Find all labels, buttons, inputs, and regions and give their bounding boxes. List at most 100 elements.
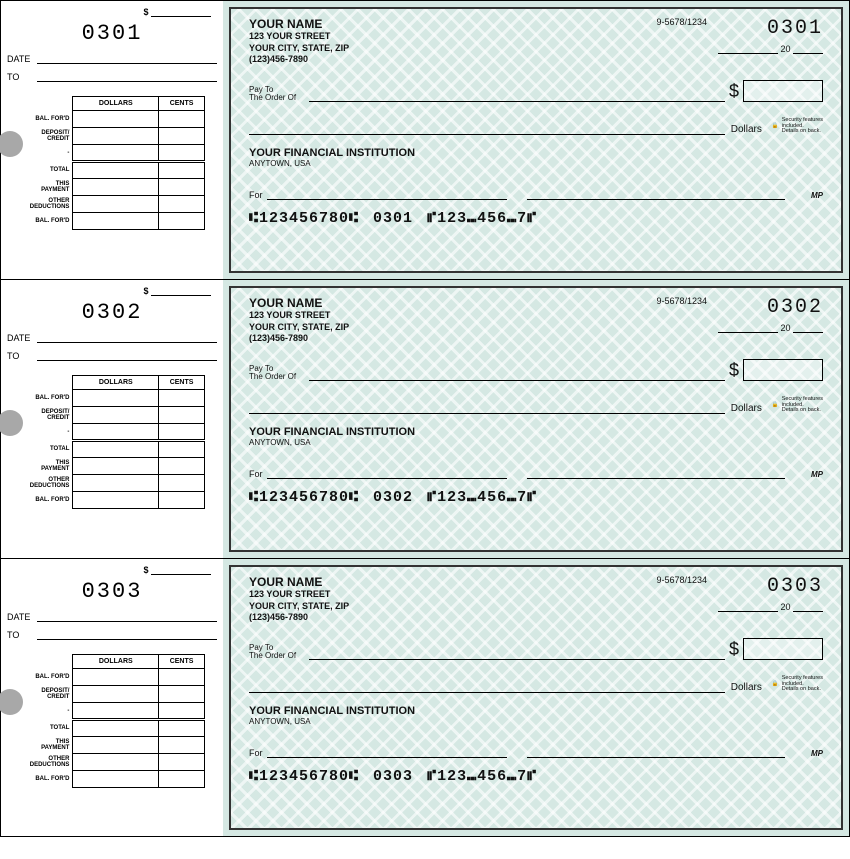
micr-line: ⑆123456780⑆ 0302 ⑈123⑉456⑉7⑈ — [249, 489, 823, 506]
account-holder-street: 123 YOUR STREET — [249, 589, 349, 601]
lock-icon: 🔒 — [772, 681, 779, 687]
bank-block: YOUR FINANCIAL INSTITUTION ANYTOWN, USA — [249, 426, 823, 447]
stub-cents-cell — [159, 407, 205, 424]
stub-dollars-cell — [73, 703, 159, 720]
security-text: Security features included. Details on b… — [782, 118, 823, 135]
mp-mark: MP — [811, 470, 823, 479]
stub-dollars-cell — [73, 111, 159, 128]
account-holder-phone: (123)456-7890 — [249, 333, 349, 345]
stub-row-label: TOTAL — [17, 441, 73, 458]
stub-cents-cell — [159, 145, 205, 162]
check-row: $ 0302 DATE TO DOLLARS CENTS BAL. FOR'D — [0, 279, 850, 558]
stub-header-dollars: DOLLARS — [73, 655, 159, 669]
stub-cents-cell — [159, 424, 205, 441]
dollar-sign: $ — [143, 286, 148, 296]
account-holder-street: 123 YOUR STREET — [249, 31, 349, 43]
stub-cents-cell — [159, 720, 205, 737]
check-body: YOUR NAME 123 YOUR STREET YOUR CITY, STA… — [223, 280, 849, 558]
stub-dollars-cell — [73, 213, 159, 230]
year-prefix: 20 — [780, 602, 790, 612]
stub-header-cents: CENTS — [159, 655, 205, 669]
stub-ledger: DOLLARS CENTS BAL. FOR'D DEPOSIT/ CREDIT… — [17, 654, 217, 788]
security-notice: 🔒 Security features included. Details on… — [772, 397, 823, 414]
stub-cents-cell — [159, 754, 205, 771]
pay-to-label: Pay To The Order Of — [249, 644, 309, 660]
stub-cents-cell — [159, 686, 205, 703]
stub-dollars-cell — [73, 771, 159, 788]
stub-dollars-cell — [73, 458, 159, 475]
stub-row-label: DEPOSIT/ CREDIT — [17, 686, 73, 703]
stub-cents-cell — [159, 703, 205, 720]
stub-cents-cell — [159, 492, 205, 509]
routing-fraction: 9-5678/1234 — [656, 575, 707, 585]
routing-fraction: 9-5678/1234 — [656, 17, 707, 27]
stub-dollars-cell — [73, 424, 159, 441]
stub-date-label: DATE — [7, 612, 37, 622]
amount-words-row: Dollars 🔒 Security features included. De… — [249, 397, 823, 414]
stub-to-field: TO — [7, 630, 217, 640]
stub-dollars-cell — [73, 754, 159, 771]
bank-location: ANYTOWN, USA — [249, 159, 823, 168]
dollar-sign: $ — [729, 360, 739, 381]
account-holder-name: YOUR NAME — [249, 17, 349, 31]
memo-label: For — [249, 190, 263, 200]
amount-box — [743, 80, 823, 102]
stub-date-label: DATE — [7, 333, 37, 343]
stub-date-field: DATE — [7, 612, 217, 622]
micr-line: ⑆123456780⑆ 0303 ⑈123⑉456⑉7⑈ — [249, 768, 823, 785]
stub-check-number: 0302 — [7, 300, 217, 325]
stub-row-label: - — [17, 703, 73, 720]
stub-row-label: THIS PAYMENT — [17, 179, 73, 196]
stub-row-label: BAL. FOR'D — [17, 111, 73, 128]
year-prefix: 20 — [780, 323, 790, 333]
check-stub: $ 0301 DATE TO DOLLARS CENTS BAL. FOR'D — [1, 1, 223, 279]
stub-row-label: DEPOSIT/ CREDIT — [17, 128, 73, 145]
stub-cents-cell — [159, 669, 205, 686]
dollars-label: Dollars — [731, 682, 762, 693]
stub-dollars-cell — [73, 407, 159, 424]
check-body: YOUR NAME 123 YOUR STREET YOUR CITY, STA… — [223, 1, 849, 279]
bank-location: ANYTOWN, USA — [249, 717, 823, 726]
check-number: 0301 — [767, 17, 823, 40]
dollar-sign: $ — [729, 81, 739, 102]
signature-line — [527, 467, 785, 479]
security-notice: 🔒 Security features included. Details on… — [772, 676, 823, 693]
account-holder-name: YOUR NAME — [249, 296, 349, 310]
stub-cents-cell — [159, 179, 205, 196]
stub-dollar-line: $ — [7, 286, 211, 296]
lock-icon: 🔒 — [772, 402, 779, 408]
stub-row-label: BAL. FOR'D — [17, 771, 73, 788]
dollars-label: Dollars — [731, 124, 762, 135]
memo-label: For — [249, 748, 263, 758]
amount-words-row: Dollars 🔒 Security features included. De… — [249, 118, 823, 135]
account-holder-block: YOUR NAME 123 YOUR STREET YOUR CITY, STA… — [249, 296, 349, 345]
stub-dollars-cell — [73, 720, 159, 737]
stub-ledger: DOLLARS CENTS BAL. FOR'D DEPOSIT/ CREDIT… — [17, 96, 217, 230]
stub-to-label: TO — [7, 72, 37, 82]
stub-ledger: DOLLARS CENTS BAL. FOR'D DEPOSIT/ CREDIT… — [17, 375, 217, 509]
micr-line: ⑆123456780⑆ 0301 ⑈123⑉456⑉7⑈ — [249, 210, 823, 227]
mp-mark: MP — [811, 191, 823, 200]
stub-date-field: DATE — [7, 333, 217, 343]
pay-to-label: Pay To The Order Of — [249, 86, 309, 102]
security-notice: 🔒 Security features included. Details on… — [772, 118, 823, 135]
stub-row-label: BAL. FOR'D — [17, 492, 73, 509]
stub-row-label: - — [17, 145, 73, 162]
stub-dollars-cell — [73, 128, 159, 145]
stub-cents-cell — [159, 128, 205, 145]
check-row: $ 0301 DATE TO DOLLARS CENTS BAL. FOR'D — [0, 0, 850, 279]
stub-cents-cell — [159, 475, 205, 492]
stub-row-label: BAL. FOR'D — [17, 390, 73, 407]
year-prefix: 20 — [780, 44, 790, 54]
stub-date-field: DATE — [7, 54, 217, 64]
stub-row-label: OTHER DEDUCTIONS — [17, 196, 73, 213]
stub-dollar-line: $ — [7, 565, 211, 575]
stub-dollars-cell — [73, 669, 159, 686]
signature-line — [527, 746, 785, 758]
stub-dollars-cell — [73, 686, 159, 703]
check-date-field: 20 — [656, 44, 823, 54]
account-holder-city: YOUR CITY, STATE, ZIP — [249, 43, 349, 55]
bank-block: YOUR FINANCIAL INSTITUTION ANYTOWN, USA — [249, 705, 823, 726]
check-body: YOUR NAME 123 YOUR STREET YOUR CITY, STA… — [223, 559, 849, 836]
pay-to-row: Pay To The Order Of $ — [249, 80, 823, 102]
